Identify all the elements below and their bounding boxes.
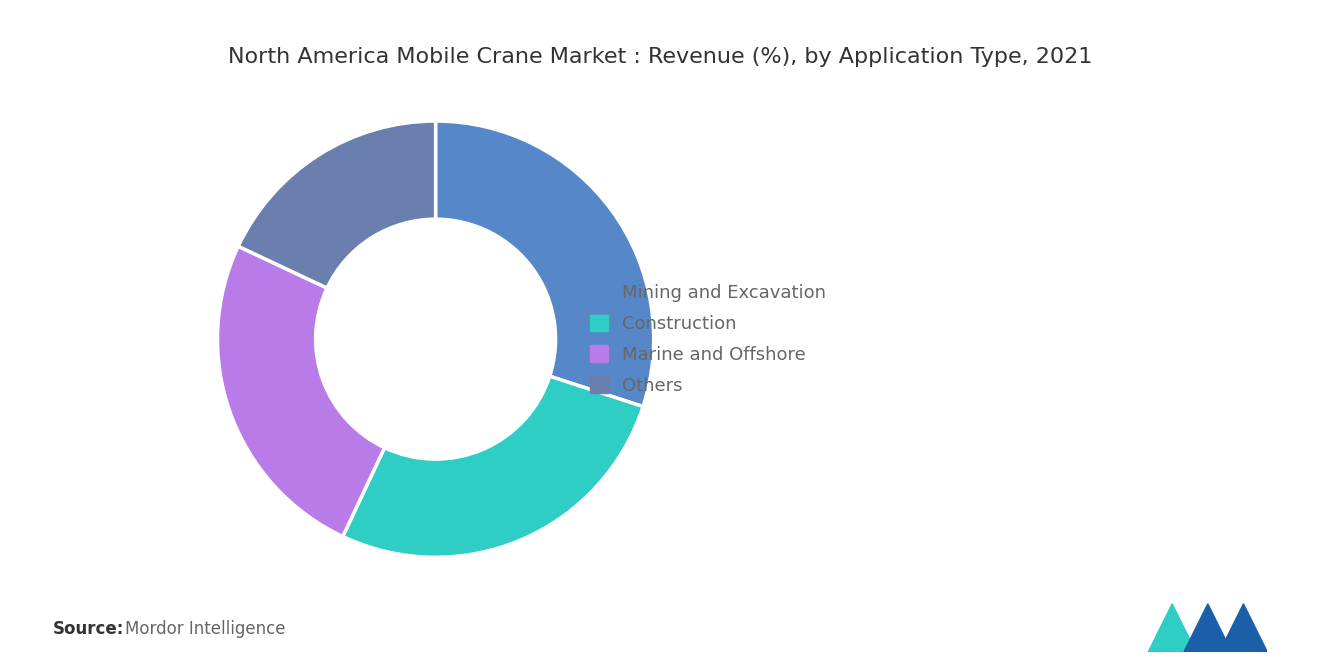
Wedge shape <box>436 121 653 406</box>
Wedge shape <box>238 121 436 288</box>
Text: Mordor Intelligence: Mordor Intelligence <box>125 620 286 638</box>
Polygon shape <box>1184 604 1232 652</box>
Wedge shape <box>343 376 643 557</box>
Polygon shape <box>1148 604 1196 652</box>
Text: Source:: Source: <box>53 620 124 638</box>
Polygon shape <box>1220 604 1267 652</box>
Text: North America Mobile Crane Market : Revenue (%), by Application Type, 2021: North America Mobile Crane Market : Reve… <box>228 47 1092 66</box>
Legend: Mining and Excavation, Construction, Marine and Offshore, Others: Mining and Excavation, Construction, Mar… <box>581 275 836 404</box>
Wedge shape <box>218 246 384 537</box>
